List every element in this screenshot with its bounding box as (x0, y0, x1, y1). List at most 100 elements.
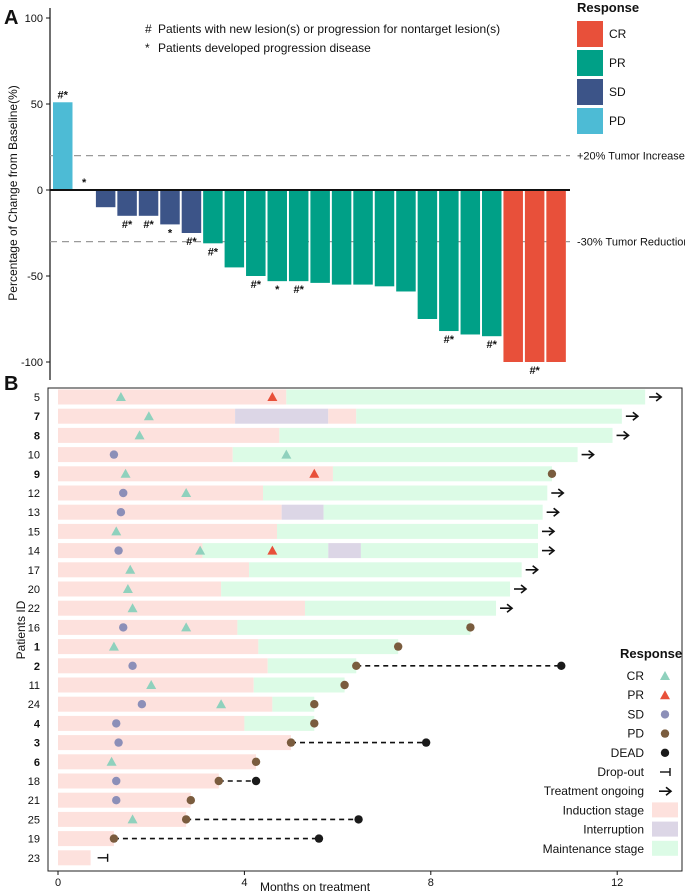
patient-id-label: 1 (34, 642, 40, 654)
response-triangle-marker (181, 488, 192, 497)
stage-segment (332, 466, 552, 482)
stage-segment (58, 562, 250, 578)
stage-segment (237, 619, 471, 635)
stage-segment (58, 581, 222, 597)
panel-b-x-tick-label: 12 (611, 877, 623, 889)
waterfall-bar-label: #* (251, 279, 262, 291)
patient-row: 14 (28, 543, 556, 559)
waterfall-bar (267, 190, 287, 282)
patient-row: 15 (28, 523, 556, 539)
patient-id-label: 13 (28, 507, 40, 519)
response-circle-marker (112, 776, 121, 786)
response-triangle-marker (660, 671, 670, 680)
panel-b-x-tick-label: 8 (428, 877, 434, 889)
response-circle-marker (557, 661, 566, 670)
legend-swatch (652, 802, 678, 818)
response-triangle-marker (143, 411, 154, 421)
patient-row: 2 (34, 658, 566, 674)
patient-row: 12 (28, 485, 565, 501)
response-circle-marker (354, 815, 363, 824)
legend-swatch (652, 821, 678, 837)
reference-line-label: -30% Tumor Reduction (577, 237, 685, 249)
panel-b-x-axis-title: Months on treatment (260, 880, 371, 894)
legend-circle-marker (660, 748, 670, 757)
waterfall-bar (138, 190, 159, 216)
stage-segment (58, 831, 114, 847)
response-circle-marker (251, 757, 261, 766)
legend-label: Treatment ongoing (544, 784, 644, 798)
response-circle-marker (128, 661, 137, 670)
response-triangle-marker (120, 468, 131, 478)
panel-b-legend-title: Response (620, 646, 682, 661)
patient-id-label: 12 (28, 488, 40, 500)
stage-segment (202, 543, 329, 559)
waterfall-bar (331, 190, 352, 285)
ongoing-arrow-head (665, 786, 673, 796)
patient-row: 9 (34, 466, 557, 482)
patient-id-label: 16 (28, 622, 40, 634)
stage-segment (58, 600, 305, 616)
response-triangle-marker (660, 690, 670, 700)
patient-id-label: 25 (28, 814, 40, 826)
response-triangle-marker (122, 584, 133, 593)
patient-row: 25 (28, 811, 363, 827)
panel-a-legend-title: Response (577, 0, 639, 15)
patient-row: 23 (28, 850, 109, 866)
patient-row: 4 (34, 715, 319, 731)
ongoing-arrow-head (655, 392, 663, 402)
stage-segment (232, 447, 578, 463)
panel-b-y-axis-title: Patients ID (14, 600, 28, 659)
waterfall-bar (310, 190, 330, 283)
annotation-hash-text: Patients with new lesion(s) or progressi… (158, 22, 500, 36)
waterfall-bar-label: #* (444, 334, 455, 346)
waterfall-bar-label: #* (58, 89, 69, 101)
patient-id-label: 19 (28, 834, 40, 846)
stage-segment (58, 639, 259, 655)
patient-id-label: 10 (28, 450, 40, 462)
patient-id-label: 23 (28, 853, 40, 865)
waterfall-bar (503, 190, 523, 362)
response-circle-marker (109, 834, 119, 843)
stage-segment (58, 619, 238, 635)
legend-label: Interruption (583, 823, 644, 837)
patient-id-label: 9 (34, 469, 40, 481)
response-circle-marker (114, 546, 123, 555)
patient-row: 16 (28, 619, 475, 635)
panel-b-x-tick-label: 0 (55, 877, 61, 889)
response-circle-marker (112, 719, 121, 728)
response-circle-marker (251, 776, 261, 786)
stage-segment (328, 543, 361, 559)
waterfall-bar-label: #* (293, 284, 304, 296)
stage-segment (267, 658, 357, 674)
response-circle-marker (137, 700, 147, 709)
response-circle-marker (286, 738, 296, 747)
panel-b-frame (47, 387, 683, 872)
waterfall-bar (181, 190, 202, 233)
patient-id-label: 21 (28, 795, 40, 807)
stage-segment (58, 850, 91, 866)
response-triangle-marker (106, 756, 117, 766)
response-triangle-marker (281, 449, 292, 459)
patient-row: 18 (28, 773, 261, 789)
panel-a-y-axis-title: Percentage of Change from Baseline(%) (6, 85, 20, 300)
legend-circle-marker (660, 729, 670, 738)
response-triangle-marker (111, 526, 122, 536)
patient-id-label: 6 (34, 757, 40, 769)
patient-id-label: 15 (28, 526, 40, 538)
patient-row: 21 (28, 792, 196, 808)
patient-id-label: 24 (28, 699, 40, 711)
stage-segment (58, 504, 282, 520)
stage-segment (58, 485, 264, 501)
waterfall-bar (482, 190, 502, 337)
ongoing-arrow-head (532, 565, 539, 575)
legend-label: DEAD (611, 746, 645, 760)
response-circle-marker (114, 738, 123, 747)
stage-segment (58, 447, 233, 463)
legend-swatch (577, 79, 603, 105)
stage-segment (58, 715, 245, 731)
stage-segment (235, 408, 329, 424)
stage-segment (58, 543, 203, 559)
patient-id-label: 5 (34, 392, 40, 404)
stage-segment (244, 715, 315, 731)
response-triangle-marker (127, 814, 138, 824)
